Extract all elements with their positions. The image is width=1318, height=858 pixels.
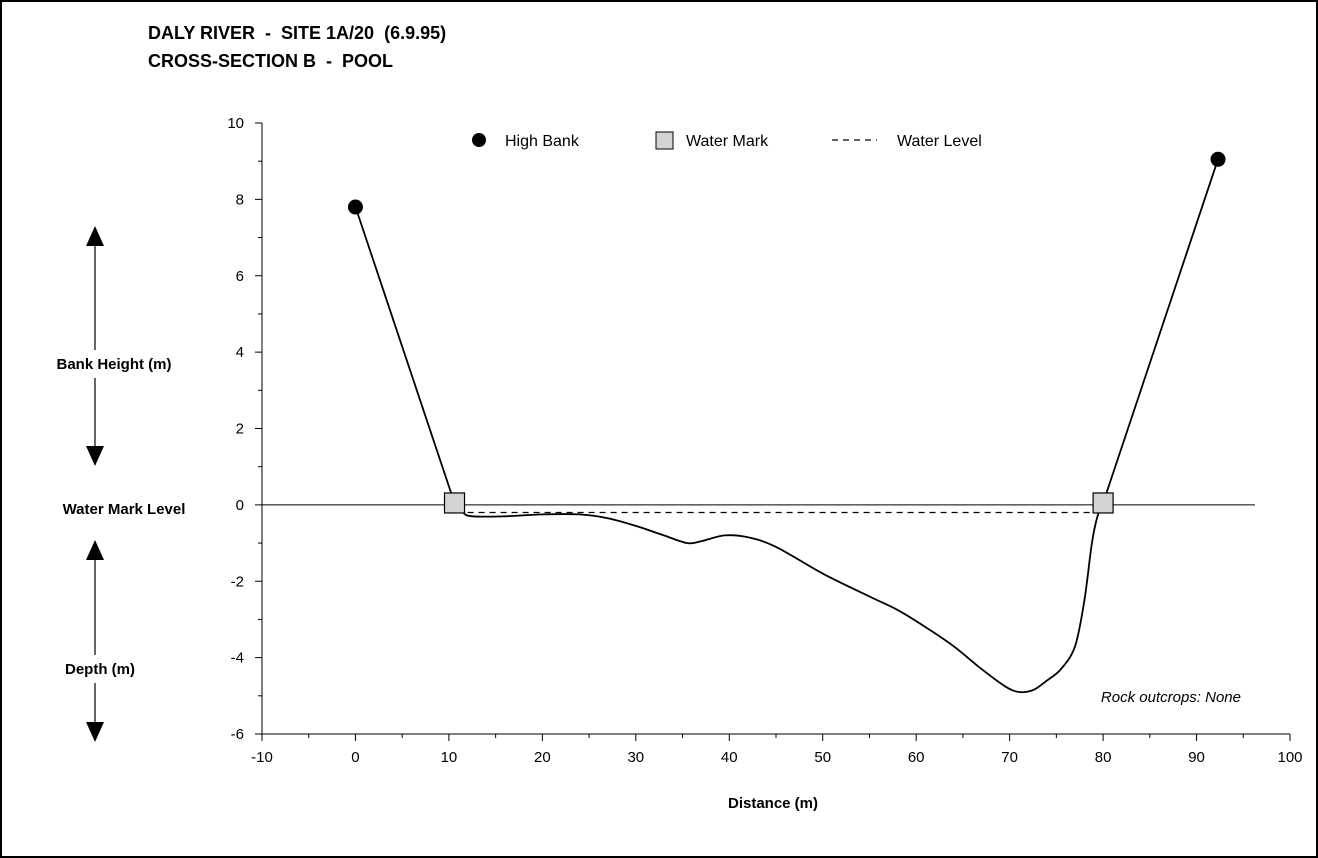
x-tick-label: 60	[908, 749, 925, 766]
x-tick-label: 0	[351, 749, 359, 766]
legend-water-level-label: Water Level	[897, 133, 982, 150]
y-tick-label: 2	[236, 421, 244, 438]
legend-high-bank-marker	[472, 133, 486, 147]
y-tick-label: 6	[236, 268, 244, 285]
chart-title-line1: DALY RIVER - SITE 1A/20 (6.9.95)	[148, 23, 446, 43]
high-bank-marker	[347, 199, 363, 215]
chart-title-line2: CROSS-SECTION B - POOL	[148, 51, 393, 71]
arrow-down-icon	[86, 446, 104, 466]
y-tick-label: 10	[227, 115, 244, 132]
x-tick-label: 30	[627, 749, 644, 766]
x-tick-label: 90	[1188, 749, 1205, 766]
cross-section-profile-line	[354, 159, 1219, 694]
high-bank-marker	[1210, 151, 1226, 167]
water-mark-level-label: Water Mark Level	[63, 501, 186, 518]
arrow-down-icon	[86, 722, 104, 742]
legend-water-mark-marker	[655, 131, 674, 150]
x-tick-label: 80	[1095, 749, 1112, 766]
y-tick-label: -2	[231, 573, 244, 590]
y-tick-label: 8	[236, 191, 244, 208]
water-mark-marker	[1092, 492, 1114, 514]
y-tick-label: 0	[236, 497, 244, 514]
series-layer	[347, 151, 1226, 694]
depth-label-bg	[45, 655, 155, 683]
x-tick-label: 70	[1001, 749, 1018, 766]
bank-height-label-bg	[30, 350, 200, 378]
depth-label: Depth (m)	[65, 661, 135, 678]
depth-annotation: Depth (m)	[45, 540, 155, 742]
y-tick-label: -4	[231, 650, 244, 667]
y-tick-label: 4	[236, 344, 244, 361]
x-tick-label: 10	[441, 749, 458, 766]
x-tick-label: -10	[251, 749, 273, 766]
x-tick-label: 50	[814, 749, 831, 766]
arrow-up-icon	[86, 540, 104, 560]
x-axis: -10 0 10 20 30 40 50 60 70 80 90 100	[251, 733, 1303, 766]
x-axis-label: Distance (m)	[728, 795, 818, 812]
y-tick-label: -6	[231, 726, 244, 743]
arrow-up-icon	[86, 226, 104, 246]
y-axis: 10 8 6 4 2 0 -2 -4 -6	[227, 115, 263, 743]
rock-outcrops-note: Rock outcrops: None	[1101, 689, 1241, 706]
bank-height-label: Bank Height (m)	[56, 356, 171, 373]
bank-height-annotation: Bank Height (m)	[30, 226, 200, 466]
x-tick-label: 100	[1277, 749, 1302, 766]
legend-water-mark-label: Water Mark	[686, 133, 769, 150]
water-mark-marker	[443, 492, 466, 514]
legend-high-bank-label: High Bank	[505, 133, 580, 150]
x-tick-label: 40	[721, 749, 738, 766]
legend: High Bank Water Mark Water Level	[472, 131, 982, 150]
x-tick-label: 20	[534, 749, 551, 766]
